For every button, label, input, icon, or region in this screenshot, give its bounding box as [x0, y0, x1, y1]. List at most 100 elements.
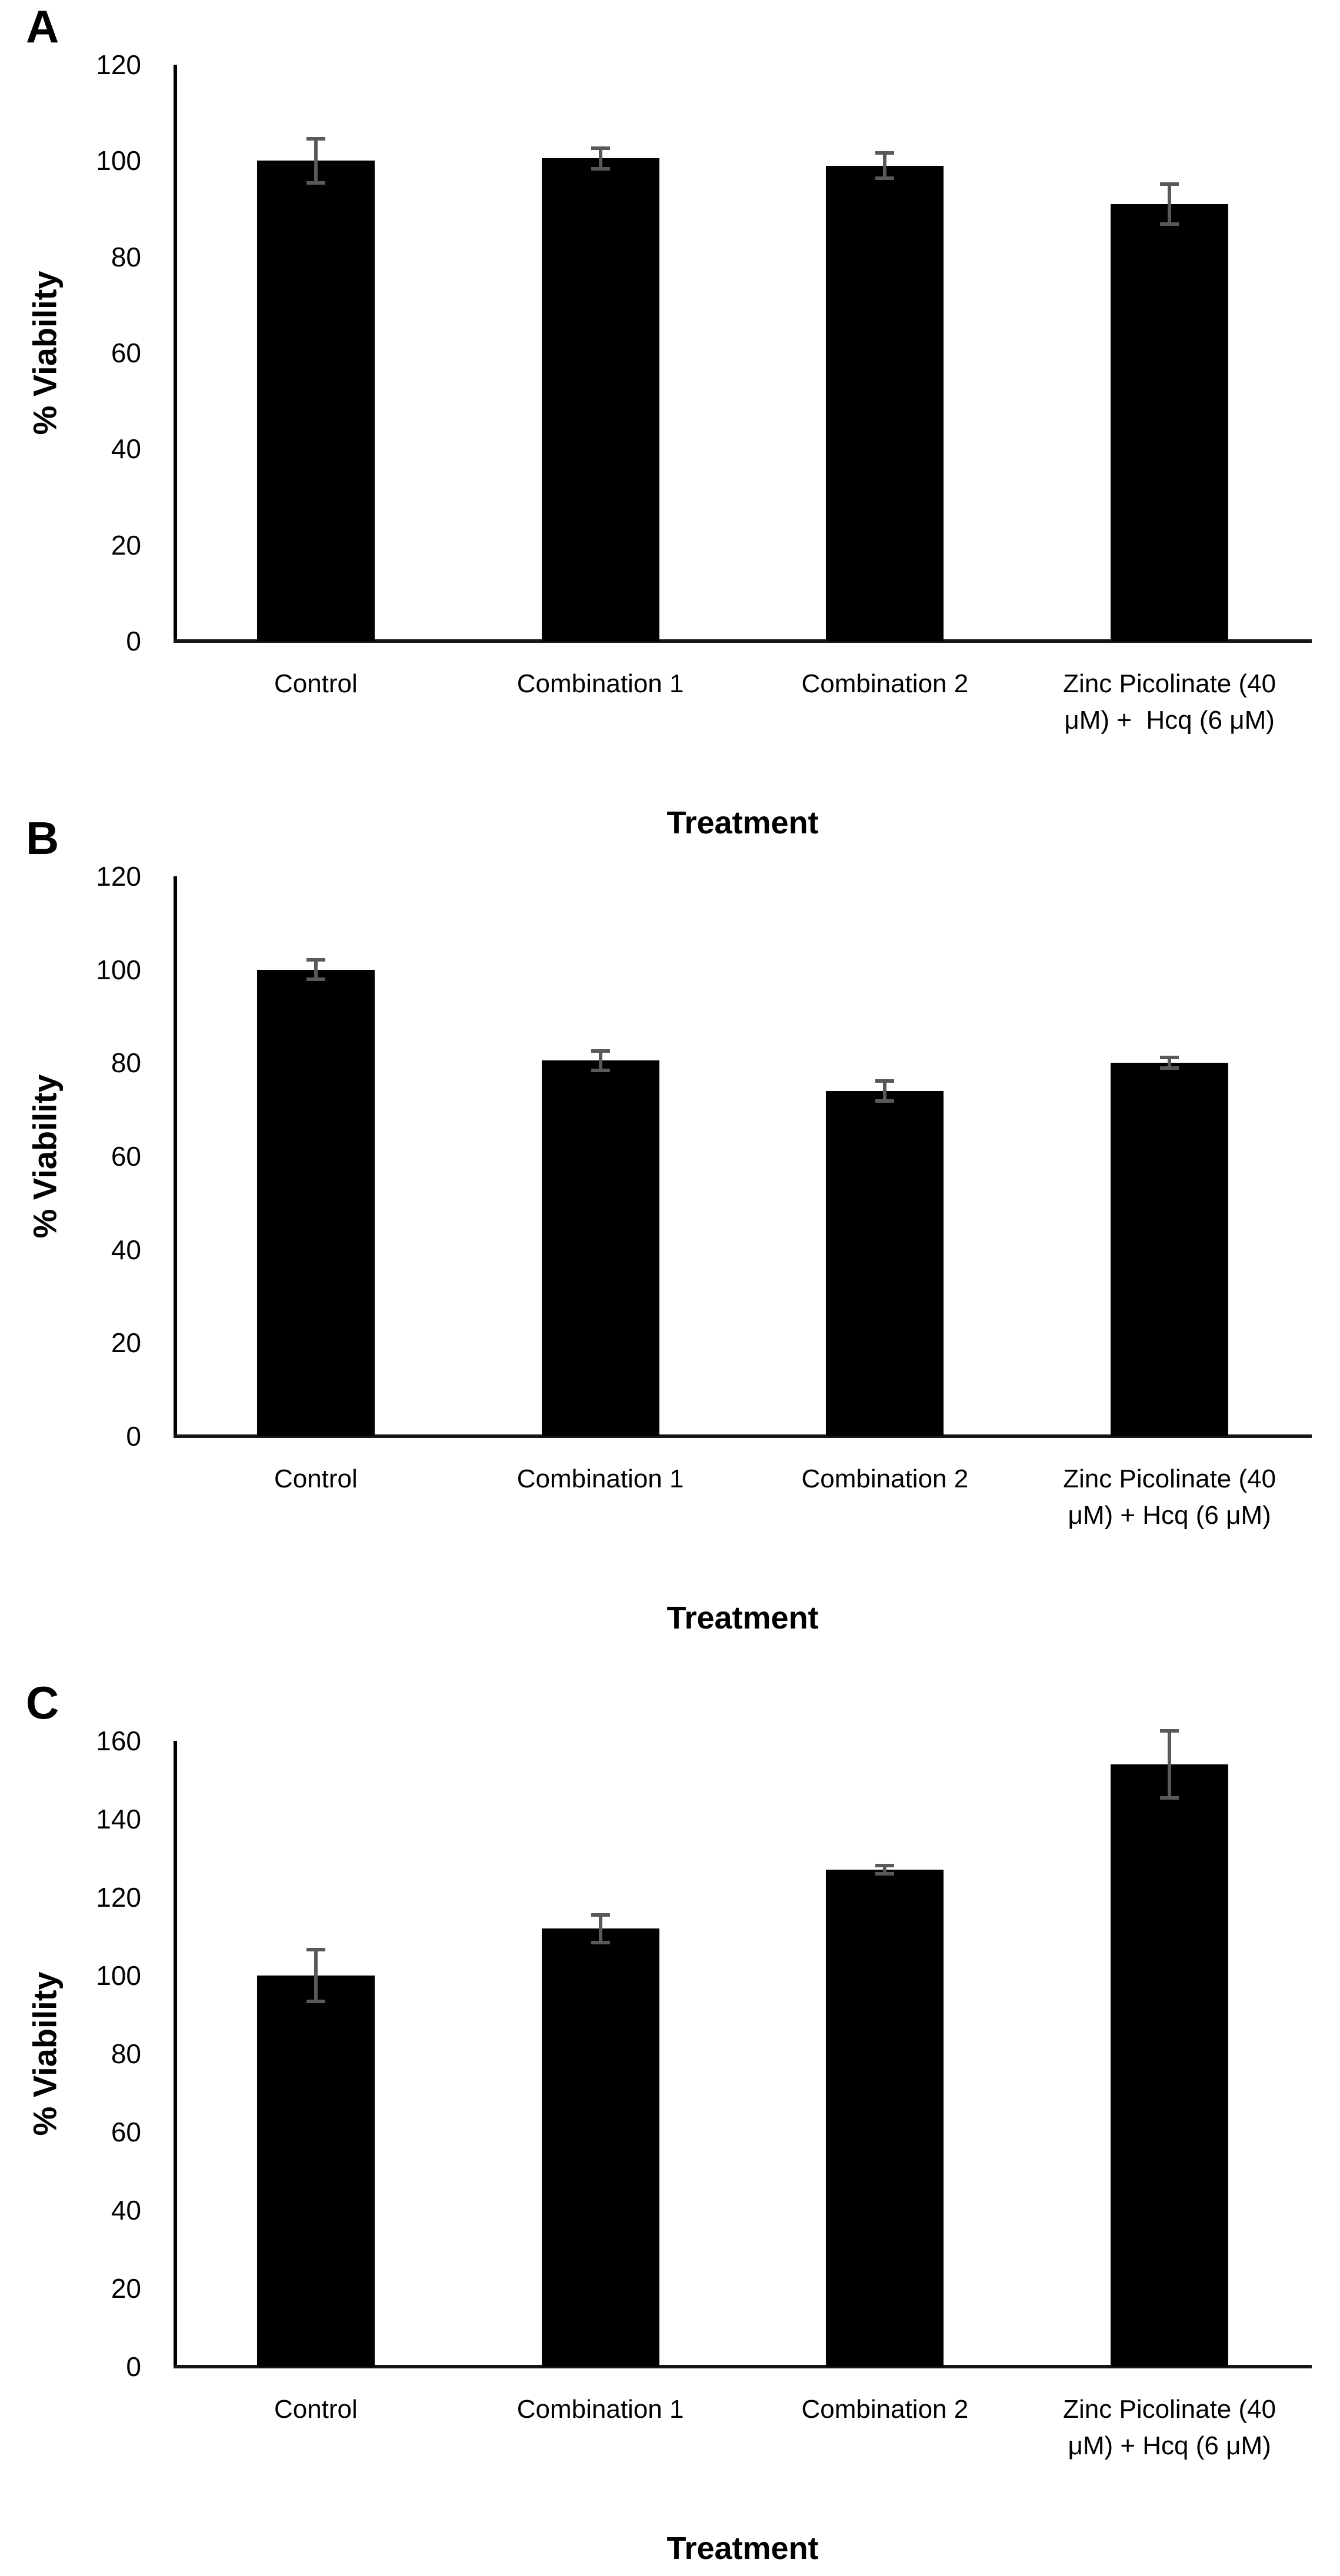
bar-control	[256, 969, 375, 1436]
y-tick-label: 40	[111, 2195, 141, 2225]
y-axis-line	[174, 65, 177, 641]
category-label: Combination 2	[801, 2395, 969, 2424]
panel-letter-b: B	[26, 812, 59, 864]
x-axis-title: Treatment	[666, 1600, 819, 1636]
category-label: Combination 1	[516, 669, 684, 698]
bar-control	[256, 1976, 375, 2367]
panel-letter-a: A	[26, 1, 59, 52]
error-bar-stem	[598, 146, 602, 171]
error-bar-cap-bottom	[591, 1069, 610, 1073]
panel-letter-c: C	[26, 1677, 59, 1729]
y-tick-label: 80	[111, 241, 141, 272]
y-tick-label: 100	[96, 145, 141, 176]
panel-c: C % Viability Treatment 0 20 40 60 80 100 120 1…	[0, 1676, 1340, 2576]
y-tick-label: 80	[111, 1047, 141, 1079]
error-bar	[591, 1913, 610, 1944]
y-tick-label: 20	[111, 2273, 141, 2304]
error-bar-cap-bottom	[306, 977, 325, 982]
x-axis-line	[174, 639, 1312, 643]
error-bar-cap-bottom	[1160, 1066, 1179, 1070]
bar-combination-1	[541, 158, 659, 641]
error-bar-stem	[883, 1079, 887, 1103]
category-label: Combination 1	[516, 2395, 684, 2424]
error-bar-cap-bottom	[591, 1940, 610, 1944]
error-bar-stem	[598, 1049, 602, 1073]
y-tick-label: 20	[111, 529, 141, 560]
error-bar-stem	[883, 1864, 887, 1876]
y-tick-label: 100	[96, 954, 141, 985]
error-bar	[591, 146, 610, 171]
error-bar-cap-bottom	[306, 181, 325, 185]
plot-area	[174, 1729, 1312, 2368]
x-axis-line	[174, 1434, 1312, 1438]
x-axis-title: Treatment	[666, 2531, 819, 2566]
y-tick-label: 40	[111, 433, 141, 465]
panel-b: B % Viability Treatment 0 20 40 60 80 100 120 C…	[0, 812, 1340, 1676]
error-bar-stem	[1168, 1056, 1172, 1070]
panel-a: A % Viability Treatment 0 20 40 60 80 100 120 C…	[0, 0, 1340, 840]
y-tick-label: 140	[96, 1804, 141, 1834]
error-bar-stem	[314, 957, 318, 982]
y-tick-label: 120	[96, 49, 141, 80]
y-axis-line	[174, 876, 177, 1436]
error-bar	[875, 151, 895, 180]
category-label: Combination 2	[801, 1464, 969, 1493]
error-bar-cap-bottom	[875, 1099, 895, 1103]
y-tick-label: 40	[111, 1234, 141, 1265]
error-bar	[1160, 1056, 1179, 1070]
bar-combination-2	[826, 1870, 944, 2367]
error-bar-cap-bottom	[875, 1872, 895, 1876]
bar-combination-2	[826, 1090, 944, 1436]
error-bar-stem	[598, 1913, 602, 1944]
y-tick-label: 60	[111, 2117, 141, 2147]
category-label: Zinc Picolinate (40 μM) + Hcq (6 μM)	[1063, 669, 1276, 735]
error-bar	[875, 1864, 895, 1876]
bar-zinc-picolinate-40	[1111, 1764, 1229, 2367]
category-label: Control	[274, 2395, 358, 2424]
error-bar-stem	[1168, 1729, 1172, 1800]
error-bar	[306, 1948, 325, 2003]
error-bar-cap-bottom	[1160, 222, 1179, 226]
bar-zinc-picolinate-40	[1111, 203, 1229, 641]
error-bar-stem	[883, 151, 887, 180]
category-label: Control	[274, 1464, 358, 1493]
bar-zinc-picolinate-40	[1111, 1063, 1229, 1436]
x-axis-title: Treatment	[666, 805, 819, 840]
x-axis-line	[174, 2365, 1312, 2368]
error-bar	[591, 1049, 610, 1073]
y-tick-label: 0	[126, 1421, 141, 1451]
error-bar	[306, 957, 325, 982]
y-tick-label: 20	[111, 1327, 141, 1359]
category-label: Zinc Picolinate (40 μM) + Hcq (6 μM)	[1063, 1464, 1276, 1530]
y-tick-label: 120	[96, 1882, 141, 1913]
error-bar	[306, 136, 325, 185]
bar-combination-1	[541, 1060, 659, 1436]
bar-combination-2	[826, 165, 944, 641]
plot-area	[174, 876, 1312, 1438]
bar-combination-1	[541, 1928, 659, 2367]
error-bar-cap-bottom	[591, 166, 610, 171]
y-tick-label: 60	[111, 1141, 141, 1172]
error-bar-stem	[314, 1948, 318, 2003]
y-tick-label: 60	[111, 338, 141, 368]
y-tick-label: 80	[111, 2038, 141, 2069]
error-bar-cap-bottom	[1160, 1796, 1179, 1800]
error-bar-stem	[1168, 182, 1172, 226]
bar-control	[256, 161, 375, 641]
y-tick-label: 120	[96, 861, 141, 892]
category-label: Combination 2	[801, 669, 969, 698]
y-tick-label: 0	[126, 2351, 141, 2382]
error-bar-cap-bottom	[306, 1999, 325, 2003]
error-bar-stem	[314, 136, 318, 185]
error-bar	[1160, 1729, 1179, 1800]
category-label: Zinc Picolinate (40 μM) + Hcq (6 μM)	[1063, 2395, 1276, 2460]
plot-area	[174, 65, 1312, 643]
error-bar-cap-bottom	[875, 176, 895, 180]
category-label: Combination 1	[516, 1464, 684, 1493]
category-label: Control	[274, 669, 358, 698]
y-axis-line	[174, 1741, 177, 2367]
error-bar	[875, 1079, 895, 1103]
error-bar	[1160, 182, 1179, 226]
y-tick-label: 0	[126, 626, 141, 656]
